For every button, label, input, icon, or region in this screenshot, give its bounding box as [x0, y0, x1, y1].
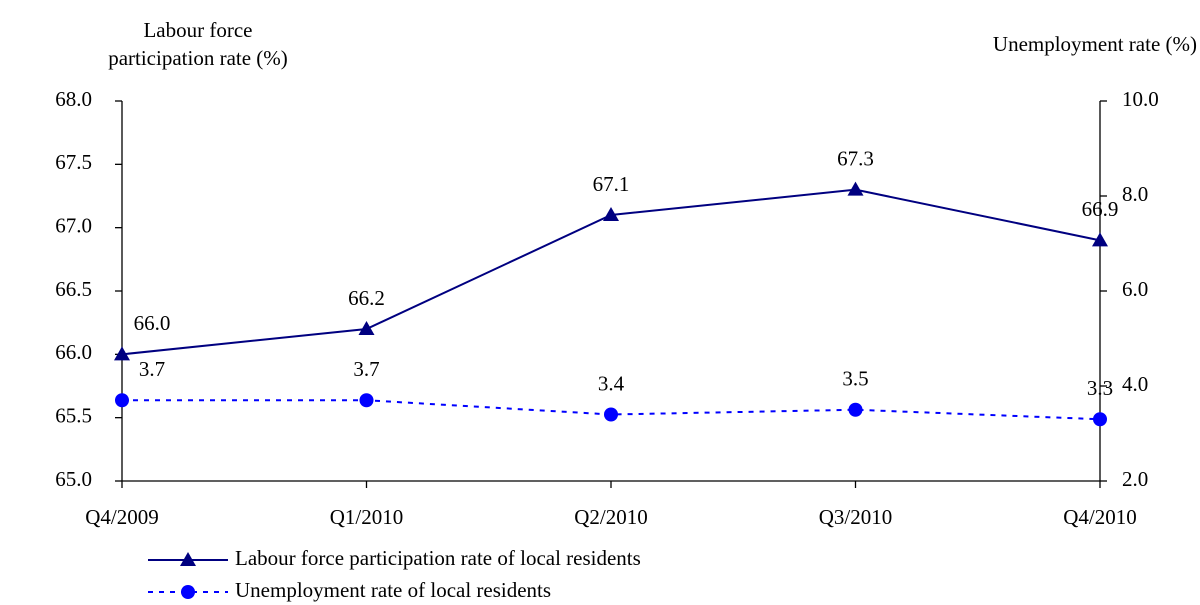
legend-label: Labour force participation rate of local…: [235, 546, 641, 570]
x-tick-label: Q4/2010: [1063, 505, 1137, 529]
data-point: [848, 402, 863, 417]
y-tick-label: 66.0: [55, 340, 92, 364]
data-point: [1092, 232, 1108, 247]
data-label: 66.2: [348, 286, 385, 310]
data-label: 3.3: [1087, 376, 1113, 400]
y-tick-label: 66.5: [55, 277, 92, 301]
data-point: [1093, 412, 1107, 427]
series-line: [122, 399, 1101, 421]
data-point: [359, 393, 374, 408]
y-tick-label: 65.5: [55, 403, 92, 427]
data-label: 66.9: [1082, 197, 1119, 221]
x-tick-label: Q4/2009: [85, 505, 159, 529]
y2-tick-label: 6.0: [1122, 277, 1148, 301]
data-point: [114, 346, 130, 361]
data-point: [358, 321, 375, 335]
x-tick-label: Q3/2010: [819, 505, 893, 529]
data-label: 3.4: [598, 371, 625, 395]
legend-marker: [181, 585, 195, 599]
x-tick-label: Q2/2010: [574, 505, 648, 529]
y-tick-label: 67.5: [55, 150, 92, 174]
y-axis-title: participation rate (%): [108, 46, 288, 70]
data-label: 66.0: [134, 311, 171, 335]
y-tick-label: 65.0: [55, 467, 92, 491]
data-label: 3.7: [139, 357, 165, 381]
data-label: 67.1: [593, 172, 630, 196]
data-label: 67.3: [837, 146, 874, 170]
data-point: [604, 407, 618, 422]
y2-tick-label: 10.0: [1122, 87, 1159, 111]
y-tick-label: 68.0: [55, 87, 92, 111]
y2-tick-label: 2.0: [1122, 467, 1148, 491]
y-axis-title: Labour force: [143, 18, 252, 42]
data-label: 3.5: [842, 367, 868, 391]
data-point: [115, 393, 129, 408]
data-label: 3.7: [353, 357, 379, 381]
y2-tick-label: 8.0: [1122, 182, 1148, 206]
x-tick-label: Q1/2010: [330, 505, 404, 529]
y-tick-label: 67.0: [55, 213, 92, 237]
legend-marker: [180, 552, 196, 566]
y2-tick-label: 4.0: [1122, 372, 1148, 396]
data-point: [603, 207, 619, 221]
legend-label: Unemployment rate of local residents: [235, 578, 551, 602]
y2-axis-title: Unemployment rate (%): [993, 32, 1197, 56]
data-point: [847, 181, 864, 196]
